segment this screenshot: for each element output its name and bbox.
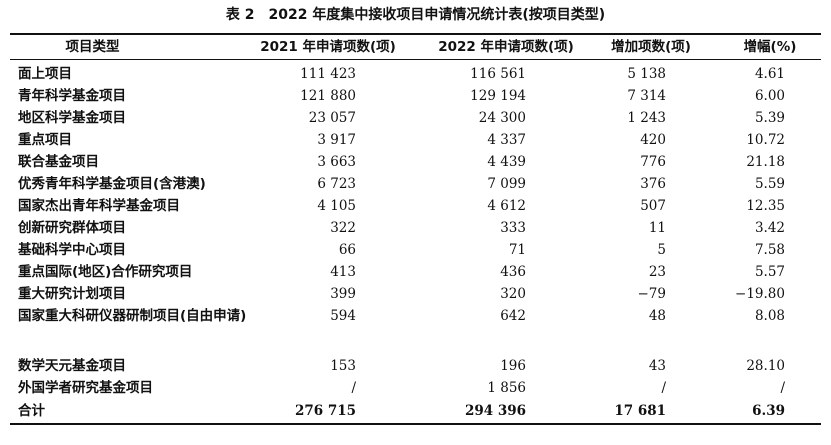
applications-2022-cell: 294 396 — [464, 403, 526, 419]
increase-cell: 48 — [648, 308, 666, 324]
increase-cell: 1 243 — [627, 110, 666, 126]
project-type-cell: 重点国际(地区)合作研究项目 — [18, 264, 193, 280]
growth-cell: 6.00 — [754, 88, 785, 104]
applications-2022-cell: 196 — [500, 358, 526, 374]
project-type-cell: 国家杰出青年科学基金项目 — [18, 198, 180, 214]
project-type-cell: 地区科学基金项目 — [18, 110, 126, 126]
applications-2021-cell: 276 715 — [294, 403, 356, 419]
table-title: 表 2 2022 年度集中接收项目申请情况统计表(按项目类型) — [0, 6, 831, 24]
increase-cell: 11 — [648, 220, 666, 236]
growth-cell: 8.08 — [754, 308, 785, 324]
header-2022: 2022 年申请项数(项) — [438, 39, 574, 55]
project-type-cell: 联合基金项目 — [18, 154, 99, 170]
project-type-cell: 优秀青年科学基金项目(含港澳) — [18, 176, 206, 192]
growth-cell: 7.58 — [754, 242, 785, 258]
growth-cell: 10.72 — [746, 132, 785, 148]
applications-2021-cell: 3 663 — [317, 154, 356, 170]
increase-cell: 420 — [640, 132, 666, 148]
applications-2021-cell: 594 — [330, 308, 356, 324]
increase-cell: −79 — [637, 286, 667, 302]
growth-cell: 28.10 — [746, 358, 785, 374]
header-rule — [10, 59, 821, 60]
increase-cell: 17 681 — [614, 403, 666, 419]
growth-cell: 21.18 — [746, 154, 785, 170]
table-label: 表 2 — [225, 7, 255, 23]
applications-2022-cell: 642 — [500, 308, 526, 324]
project-type-cell: 创新研究群体项目 — [18, 220, 126, 236]
growth-cell: 5.57 — [754, 264, 785, 280]
applications-2021-cell: 111 423 — [300, 66, 356, 82]
project-type-cell: 数学天元基金项目 — [18, 358, 126, 374]
applications-2021-cell: 6 723 — [317, 176, 356, 192]
applications-2022-cell: 71 — [508, 242, 526, 258]
applications-2022-cell: 4 439 — [487, 154, 526, 170]
project-type-cell: 基础科学中心项目 — [18, 242, 126, 258]
growth-cell: 3.42 — [754, 220, 785, 236]
applications-2021-cell: 153 — [330, 358, 356, 374]
bottom-rule — [10, 423, 821, 425]
applications-2021-cell: 121 880 — [300, 88, 356, 104]
increase-cell: 776 — [640, 154, 666, 170]
applications-2022-cell: 1 856 — [487, 380, 526, 396]
applications-2022-cell: 7 099 — [487, 176, 526, 192]
applications-2021-cell: 399 — [330, 286, 356, 302]
growth-cell: / — [780, 380, 785, 396]
applications-2022-cell: 4 612 — [487, 198, 526, 214]
project-type-cell: 青年科学基金项目 — [18, 88, 126, 104]
header-2021: 2021 年申请项数(项) — [260, 39, 396, 55]
increase-cell: 7 314 — [627, 88, 666, 104]
growth-cell: 12.35 — [746, 198, 785, 214]
project-type-cell: 面上项目 — [18, 66, 72, 82]
growth-cell: 5.39 — [754, 110, 785, 126]
increase-cell: 5 138 — [627, 66, 666, 82]
increase-cell: 23 — [648, 264, 666, 280]
growth-cell: −19.80 — [735, 286, 785, 302]
project-type-cell: 合计 — [18, 403, 45, 419]
increase-cell: 43 — [648, 358, 666, 374]
applications-2022-cell: 116 561 — [470, 66, 526, 82]
applications-2022-cell: 129 194 — [470, 88, 526, 104]
applications-2021-cell: 66 — [338, 242, 356, 258]
increase-cell: 376 — [640, 176, 666, 192]
project-type-cell: 重点项目 — [18, 132, 72, 148]
applications-2021-cell: 23 057 — [308, 110, 356, 126]
increase-cell: 507 — [640, 198, 666, 214]
growth-cell: 6.39 — [752, 403, 785, 419]
applications-2022-cell: 4 337 — [487, 132, 526, 148]
applications-2021-cell: 413 — [330, 264, 356, 280]
applications-2021-cell: / — [351, 380, 356, 396]
applications-2022-cell: 333 — [500, 220, 526, 236]
applications-2022-cell: 436 — [500, 264, 526, 280]
header-growth: 增幅(%) — [743, 39, 797, 55]
project-type-cell: 外国学者研究基金项目 — [18, 380, 153, 396]
table-caption: 2022 年度集中接收项目申请情况统计表(按项目类型) — [268, 7, 606, 23]
applications-2021-cell: 322 — [330, 220, 356, 236]
applications-2021-cell: 4 105 — [317, 198, 356, 214]
top-rule — [10, 33, 821, 35]
header-increase: 增加项数(项) — [611, 39, 691, 55]
growth-cell: 5.59 — [754, 176, 785, 192]
increase-cell: / — [661, 380, 666, 396]
growth-cell: 4.61 — [754, 66, 785, 82]
applications-2022-cell: 24 300 — [478, 110, 526, 126]
increase-cell: 5 — [657, 242, 666, 258]
project-type-cell: 国家重大科研仪器研制项目(自由申请) — [18, 308, 247, 324]
header-type: 项目类型 — [65, 39, 120, 55]
applications-2022-cell: 320 — [500, 286, 526, 302]
applications-2021-cell: 3 917 — [317, 132, 356, 148]
project-type-cell: 重大研究计划项目 — [18, 286, 126, 302]
